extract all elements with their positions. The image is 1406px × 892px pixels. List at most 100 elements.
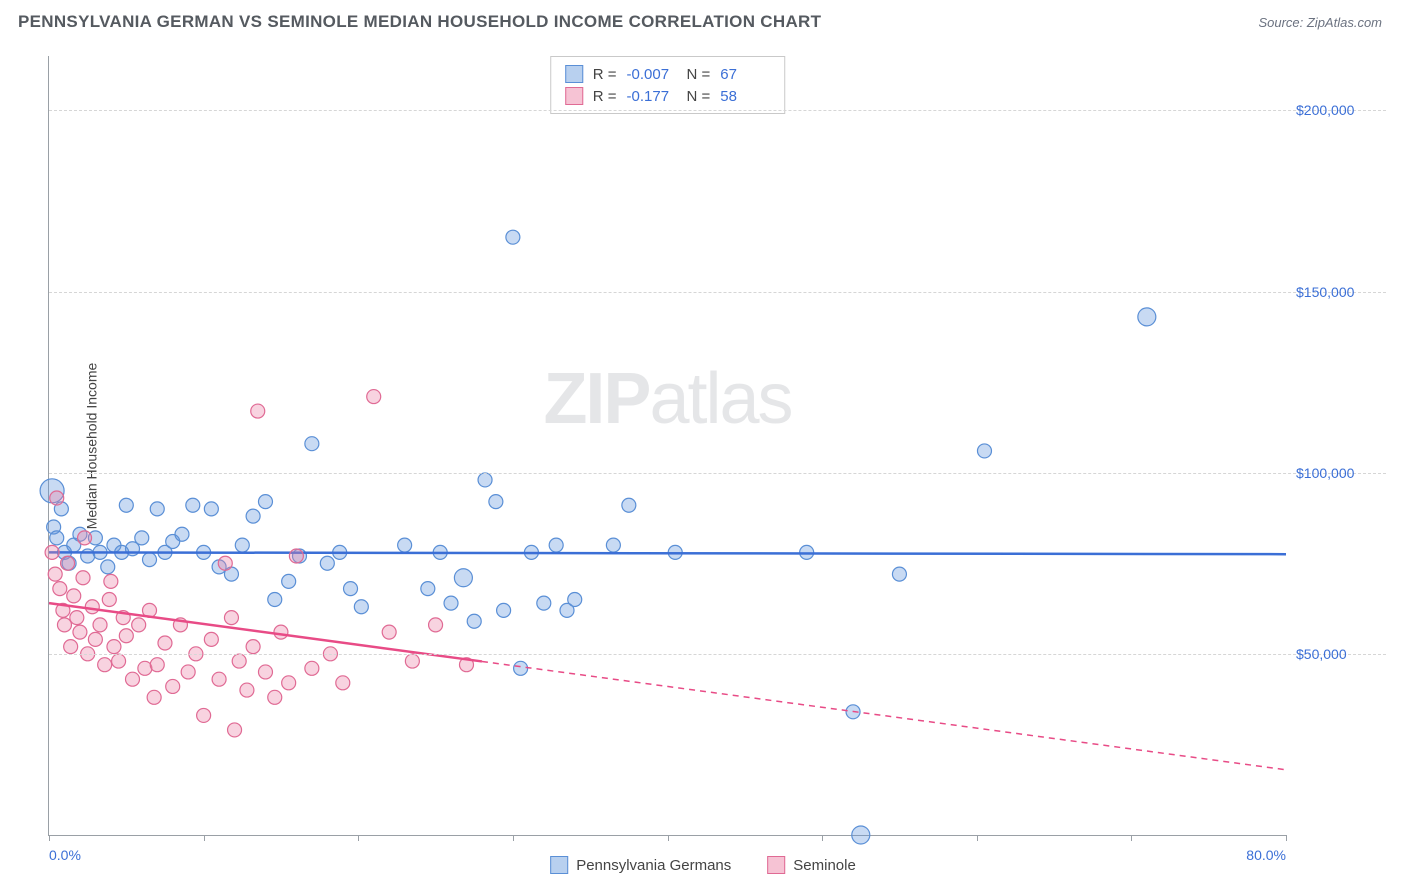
data-point <box>218 556 232 570</box>
data-point <box>852 826 870 844</box>
data-point <box>175 527 189 541</box>
stats-r-value: -0.177 <box>627 88 677 105</box>
gridline <box>49 110 1386 111</box>
gridline <box>49 473 1386 474</box>
data-point <box>228 723 242 737</box>
data-point <box>497 603 511 617</box>
x-tick <box>1286 835 1287 841</box>
data-point <box>258 495 272 509</box>
data-point <box>147 690 161 704</box>
data-point <box>181 665 195 679</box>
data-point <box>268 592 282 606</box>
data-point <box>119 498 133 512</box>
data-point <box>454 569 472 587</box>
data-point <box>251 404 265 418</box>
chart-header: PENNSYLVANIA GERMAN VS SEMINOLE MEDIAN H… <box>0 0 1406 40</box>
data-point <box>421 582 435 596</box>
data-point <box>158 636 172 650</box>
data-point <box>166 679 180 693</box>
y-tick-label: $200,000 <box>1296 102 1396 118</box>
legend-swatch <box>565 65 583 83</box>
data-point <box>258 665 272 679</box>
data-point <box>150 502 164 516</box>
data-point <box>212 672 226 686</box>
data-point <box>119 629 133 643</box>
data-point <box>50 491 64 505</box>
x-tick <box>1131 835 1132 841</box>
data-point <box>143 553 157 567</box>
data-point <box>186 498 200 512</box>
data-point <box>135 531 149 545</box>
data-point <box>282 574 296 588</box>
data-point <box>150 658 164 672</box>
bottom-legend: Pennsylvania Germans Seminole <box>550 856 856 874</box>
y-tick-label: $50,000 <box>1296 646 1396 662</box>
plot-area: ZIPatlas R =-0.007N =67R =-0.177N =58 $5… <box>48 56 1286 836</box>
data-point <box>224 611 238 625</box>
x-tick <box>358 835 359 841</box>
data-point <box>48 567 62 581</box>
data-point <box>101 560 115 574</box>
data-point <box>85 600 99 614</box>
data-point <box>132 618 146 632</box>
legend-item: Pennsylvania Germans <box>550 856 731 874</box>
legend-label: Seminole <box>793 857 856 874</box>
data-point <box>53 582 67 596</box>
data-point <box>246 509 260 523</box>
data-point <box>382 625 396 639</box>
data-point <box>50 531 64 545</box>
stats-legend: R =-0.007N =67R =-0.177N =58 <box>550 56 786 114</box>
x-tick <box>977 835 978 841</box>
y-tick-label: $100,000 <box>1296 465 1396 481</box>
data-point <box>405 654 419 668</box>
data-point <box>274 625 288 639</box>
data-point <box>104 574 118 588</box>
legend-swatch <box>767 856 785 874</box>
data-point <box>1138 308 1156 326</box>
data-point <box>305 437 319 451</box>
x-min-label: 0.0% <box>49 847 81 863</box>
data-point <box>336 676 350 690</box>
chart-title: PENNSYLVANIA GERMAN VS SEMINOLE MEDIAN H… <box>18 12 821 32</box>
data-point <box>305 661 319 675</box>
stats-row: R =-0.177N =58 <box>565 85 771 107</box>
legend-swatch <box>550 856 568 874</box>
x-max-label: 80.0% <box>1246 847 1286 863</box>
data-point <box>289 549 303 563</box>
data-point <box>93 618 107 632</box>
data-point <box>344 582 358 596</box>
data-point <box>606 538 620 552</box>
data-point <box>98 658 112 672</box>
data-point <box>549 538 563 552</box>
data-point <box>73 625 87 639</box>
data-point <box>568 592 582 606</box>
stats-n-value: 67 <box>720 66 770 83</box>
legend-label: Pennsylvania Germans <box>576 857 731 874</box>
data-point <box>125 672 139 686</box>
data-point <box>204 502 218 516</box>
gridline <box>49 654 1386 655</box>
data-point <box>282 676 296 690</box>
stats-r-label: R = <box>593 66 617 83</box>
data-point <box>197 708 211 722</box>
data-point <box>246 640 260 654</box>
legend-swatch <box>565 87 583 105</box>
data-point <box>367 390 381 404</box>
stats-n-value: 58 <box>720 88 770 105</box>
data-point <box>232 654 246 668</box>
legend-item: Seminole <box>767 856 856 874</box>
x-tick <box>822 835 823 841</box>
chart-source: Source: ZipAtlas.com <box>1258 15 1382 30</box>
data-point <box>478 473 492 487</box>
data-point <box>45 545 59 559</box>
x-tick <box>204 835 205 841</box>
data-point <box>268 690 282 704</box>
data-point <box>57 618 71 632</box>
data-point <box>444 596 458 610</box>
data-point <box>64 640 78 654</box>
data-point <box>102 592 116 606</box>
stats-r-value: -0.007 <box>627 66 677 83</box>
data-point <box>76 571 90 585</box>
data-point <box>235 538 249 552</box>
data-point <box>354 600 368 614</box>
